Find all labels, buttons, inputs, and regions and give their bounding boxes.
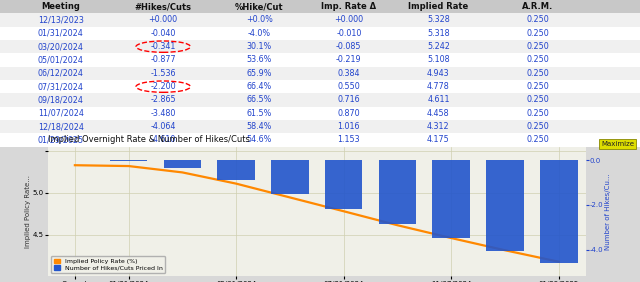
Text: A.R.M.: A.R.M. — [522, 2, 553, 11]
FancyBboxPatch shape — [0, 40, 640, 53]
Text: 01/29/2025: 01/29/2025 — [38, 135, 84, 144]
FancyBboxPatch shape — [0, 0, 640, 13]
Text: Implied Rate: Implied Rate — [408, 2, 468, 11]
Bar — [540, 160, 577, 263]
Text: 05/01/2024: 05/01/2024 — [38, 56, 84, 65]
Text: 4.312: 4.312 — [427, 122, 450, 131]
Text: -0.010: -0.010 — [336, 29, 362, 38]
Text: Imp. Rate Δ: Imp. Rate Δ — [321, 2, 376, 11]
Bar — [486, 160, 524, 251]
Text: 03/20/2024: 03/20/2024 — [38, 42, 84, 51]
Text: -4.0%: -4.0% — [248, 29, 271, 38]
Y-axis label: Implied Policy Rate...: Implied Policy Rate... — [26, 175, 31, 248]
Legend: Implied Policy Rate (%), Number of Hikes/Cuts Priced In: Implied Policy Rate (%), Number of Hikes… — [51, 256, 165, 273]
Text: -4.064: -4.064 — [150, 122, 176, 131]
Text: 07/31/2024: 07/31/2024 — [38, 82, 84, 91]
Text: 30.1%: 30.1% — [246, 42, 272, 51]
Text: +0.000: +0.000 — [148, 16, 178, 25]
Text: 1.153: 1.153 — [337, 135, 360, 144]
Text: 58.4%: 58.4% — [246, 122, 272, 131]
Text: 0.384: 0.384 — [337, 69, 360, 78]
Text: 5.328: 5.328 — [427, 16, 450, 25]
Text: 0.250: 0.250 — [526, 29, 549, 38]
Text: 0.716: 0.716 — [337, 96, 360, 105]
Text: 12/13/2023: 12/13/2023 — [38, 16, 84, 25]
Bar — [110, 160, 147, 161]
Text: 53.6%: 53.6% — [246, 56, 272, 65]
Text: Maximize: Maximize — [601, 141, 634, 147]
FancyBboxPatch shape — [0, 93, 640, 107]
Text: -2.865: -2.865 — [150, 96, 176, 105]
Text: 0.250: 0.250 — [526, 42, 549, 51]
FancyBboxPatch shape — [0, 107, 640, 120]
FancyBboxPatch shape — [0, 80, 640, 93]
Text: 0.870: 0.870 — [337, 109, 360, 118]
Text: 61.5%: 61.5% — [246, 109, 272, 118]
Text: 0.250: 0.250 — [526, 96, 549, 105]
FancyBboxPatch shape — [0, 27, 640, 40]
Bar — [325, 160, 362, 209]
Text: 65.9%: 65.9% — [246, 69, 272, 78]
Y-axis label: Number of Hikes/Cu...: Number of Hikes/Cu... — [605, 173, 611, 250]
Bar — [271, 160, 308, 194]
Text: +0.000: +0.000 — [334, 16, 364, 25]
Text: Implied Overnight Rate & Number of Hikes/Cuts: Implied Overnight Rate & Number of Hikes… — [48, 135, 250, 144]
Text: 5.318: 5.318 — [427, 29, 450, 38]
Text: -3.480: -3.480 — [150, 109, 176, 118]
Text: -4.610: -4.610 — [150, 135, 176, 144]
Text: 0.250: 0.250 — [526, 122, 549, 131]
Text: -2.200: -2.200 — [150, 82, 176, 91]
Text: 66.4%: 66.4% — [246, 82, 272, 91]
Bar — [164, 160, 201, 168]
Text: 4.778: 4.778 — [427, 82, 450, 91]
Bar — [379, 160, 416, 224]
Text: 0.250: 0.250 — [526, 82, 549, 91]
Text: %Hike/Cut: %Hike/Cut — [235, 2, 284, 11]
Bar — [433, 160, 470, 238]
Text: -0.219: -0.219 — [336, 56, 362, 65]
Text: 54.6%: 54.6% — [246, 135, 272, 144]
Text: 0.250: 0.250 — [526, 135, 549, 144]
Text: 01/31/2024: 01/31/2024 — [38, 29, 84, 38]
Text: 09/18/2024: 09/18/2024 — [38, 96, 84, 105]
Text: 0.250: 0.250 — [526, 16, 549, 25]
Text: -0.085: -0.085 — [336, 42, 362, 51]
Text: 1.016: 1.016 — [337, 122, 360, 131]
Text: 0.250: 0.250 — [526, 69, 549, 78]
FancyBboxPatch shape — [0, 53, 640, 67]
FancyBboxPatch shape — [0, 13, 640, 27]
Text: #Hikes/Cuts: #Hikes/Cuts — [134, 2, 192, 11]
Text: -0.877: -0.877 — [150, 56, 176, 65]
Text: 11/07/2024: 11/07/2024 — [38, 109, 84, 118]
Text: 06/12/2024: 06/12/2024 — [38, 69, 84, 78]
FancyBboxPatch shape — [0, 133, 640, 147]
Text: Meeting: Meeting — [42, 2, 80, 11]
Text: 4.458: 4.458 — [427, 109, 450, 118]
Text: 4.611: 4.611 — [427, 96, 450, 105]
FancyBboxPatch shape — [0, 67, 640, 80]
Text: -1.536: -1.536 — [150, 69, 176, 78]
Text: -0.040: -0.040 — [150, 29, 176, 38]
Text: 4.175: 4.175 — [427, 135, 450, 144]
FancyBboxPatch shape — [0, 120, 640, 133]
Text: 0.250: 0.250 — [526, 56, 549, 65]
Text: 5.108: 5.108 — [427, 56, 450, 65]
Bar — [218, 160, 255, 180]
Text: -0.341: -0.341 — [150, 42, 176, 51]
Text: +0.0%: +0.0% — [246, 16, 273, 25]
Text: 12/18/2024: 12/18/2024 — [38, 122, 84, 131]
Text: 4.943: 4.943 — [427, 69, 450, 78]
Text: 5.242: 5.242 — [427, 42, 450, 51]
Text: 0.250: 0.250 — [526, 109, 549, 118]
Text: 0.550: 0.550 — [337, 82, 360, 91]
Text: 66.5%: 66.5% — [246, 96, 272, 105]
